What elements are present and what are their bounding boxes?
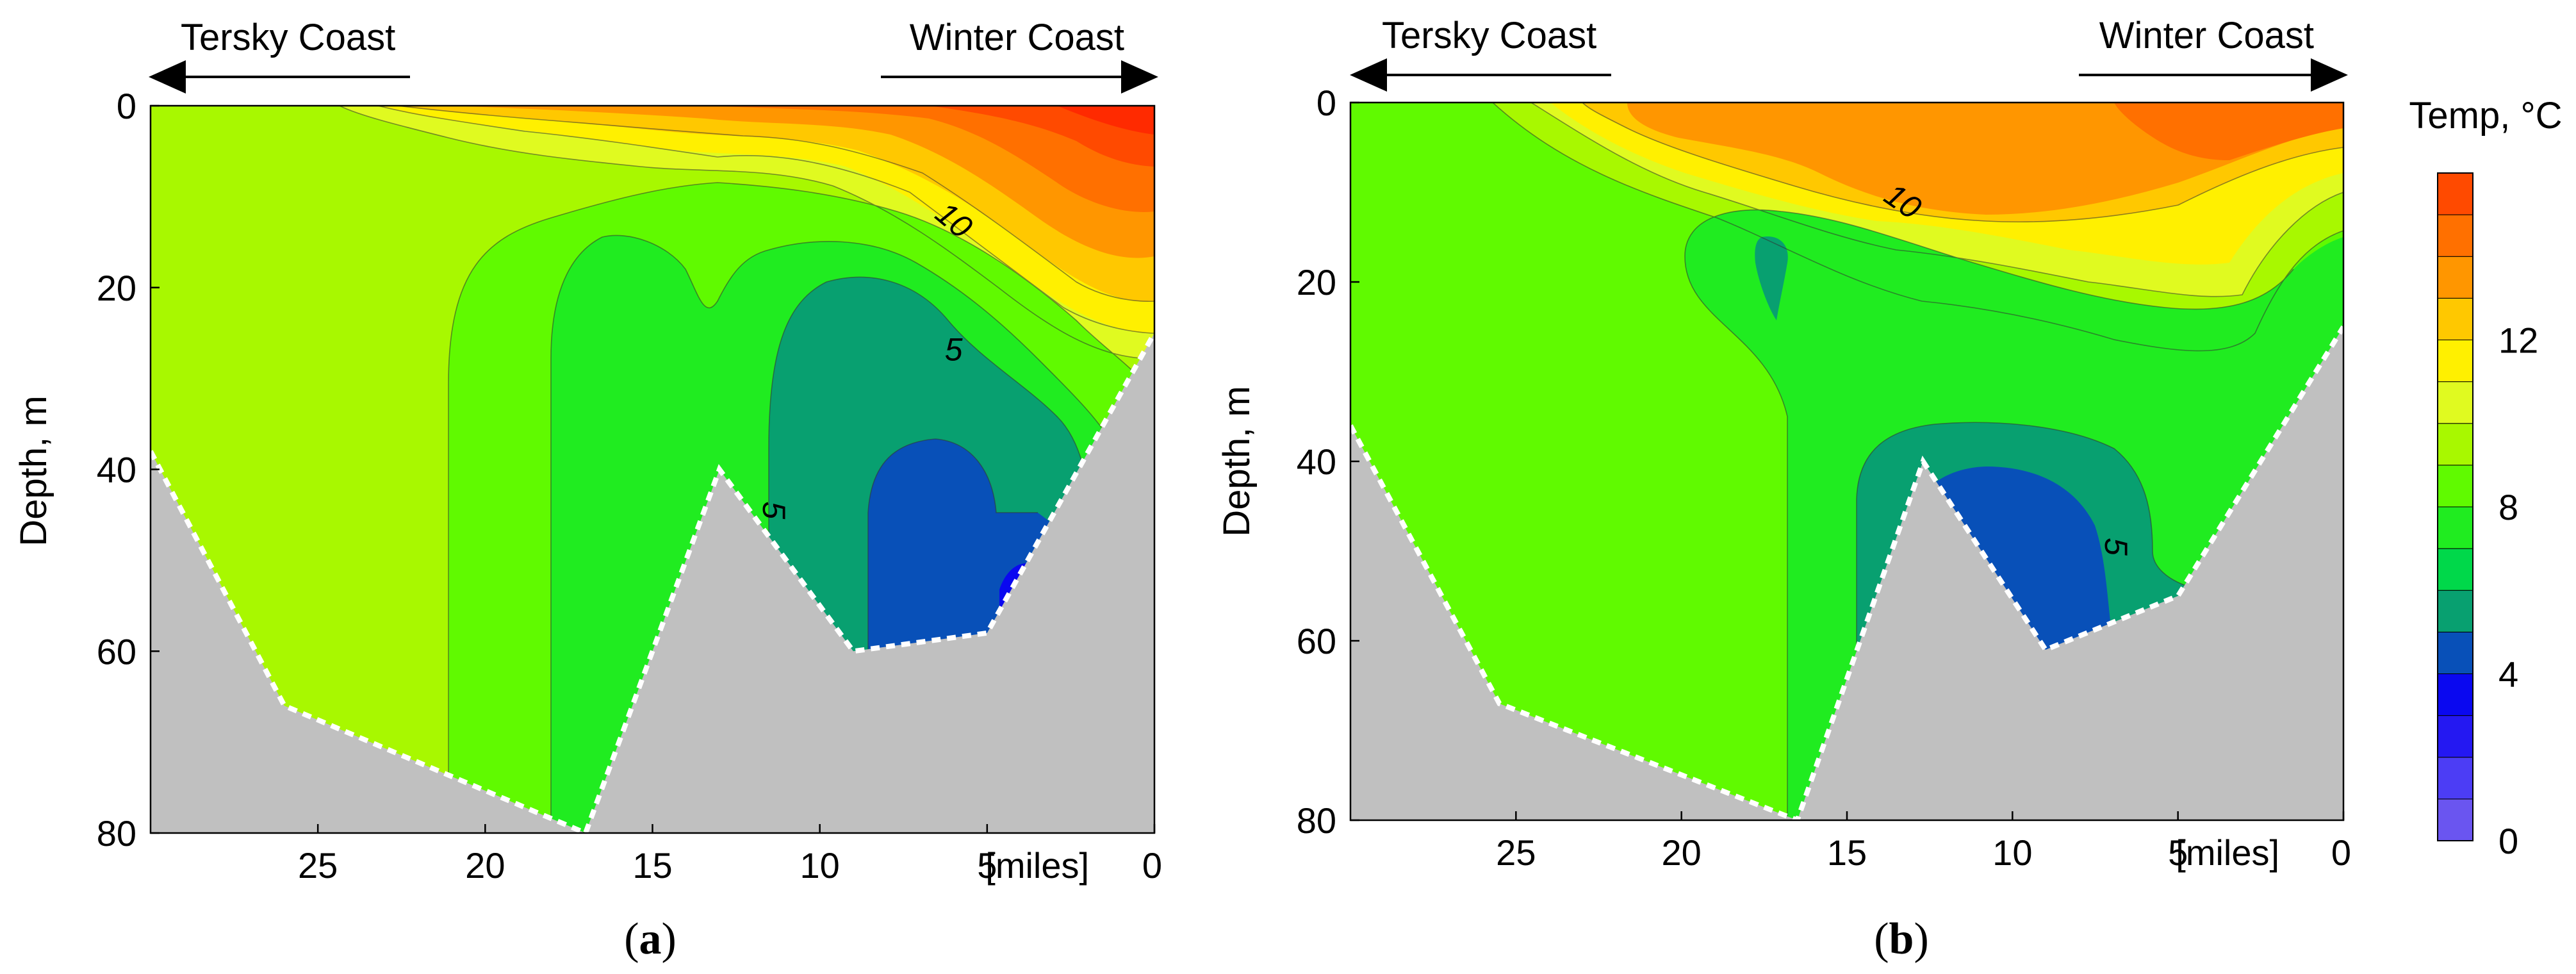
panel-b-y-axis: 0 20 40 60 80 <box>1297 83 1359 841</box>
contour-label: 5 <box>2098 538 2134 556</box>
colorbar: Temp, °C 0 4 8 12 <box>2409 95 2562 861</box>
y-tick-label: 20 <box>1297 262 1336 302</box>
panel-b-bottom-edge <box>1350 325 2343 820</box>
y-tick-label: 80 <box>1297 800 1336 841</box>
x-unit-label: [miles] <box>985 845 1089 886</box>
x-tick-label: 10 <box>800 845 840 886</box>
panel-b-arrow-left-head <box>1350 58 1387 92</box>
panel-a-contours <box>339 106 1154 833</box>
x-tick-label: 10 <box>1992 832 2032 873</box>
colorbar-tick-label: 0 <box>2498 821 2518 861</box>
panel-a-bottom-edge <box>151 331 1154 833</box>
panel-b-arrow-right-label: Winter Coast <box>2099 15 2314 56</box>
panel-b-arrow-left: Tersky Coast <box>1350 15 1611 92</box>
panel-b-plot-area <box>1350 103 2343 820</box>
panel-b-contours <box>1492 103 2343 820</box>
colorbar-band <box>2437 798 2473 841</box>
x-tick-label: 20 <box>1662 832 1702 873</box>
panel-a-arrow-left-label: Tersky Coast <box>181 17 395 58</box>
x-tick-label: 5 <box>2168 832 2188 873</box>
x-tick-label: 20 <box>465 845 505 886</box>
x-tick-label: 0 <box>2331 832 2351 873</box>
colorbar-band <box>2437 172 2473 215</box>
colorbar-band <box>2437 214 2473 257</box>
x-tick-label: 15 <box>632 845 672 886</box>
panel-b-bottom-ground <box>1350 327 2343 820</box>
colorbar-band <box>2437 673 2473 716</box>
colorbar-band <box>2437 631 2473 674</box>
x-tick-label: 15 <box>1827 832 1867 873</box>
colorbar-title: Temp, °C <box>2409 95 2562 136</box>
panel-a-layer-14 <box>1057 106 1154 135</box>
panel-a: 10 5 5 0 20 40 60 80 25 20 15 10 5 0 [miles] Depth, … <box>13 17 1162 964</box>
y-tick-label: 0 <box>1317 83 1336 123</box>
colorbar-band <box>2437 548 2473 591</box>
colorbar-band <box>2437 256 2473 299</box>
colorbar-band <box>2437 381 2473 424</box>
panel-b-layer-5-spot <box>1755 236 1788 320</box>
contour-label: 5 <box>945 331 963 367</box>
panel-b-arrow-left-label: Tersky Coast <box>1382 15 1596 56</box>
colorbar-band <box>2437 423 2473 466</box>
colorbar-band <box>2437 297 2473 340</box>
x-tick-label: 5 <box>977 845 997 886</box>
y-tick-label: 60 <box>97 631 136 672</box>
y-tick-label: 60 <box>1297 621 1336 661</box>
panel-b-label: (b) <box>1874 914 1929 964</box>
panel-a-arrow-right-label: Winter Coast <box>910 17 1124 58</box>
colorbar-tick-label: 12 <box>2498 320 2538 361</box>
x-tick-label: 25 <box>298 845 338 886</box>
panel-a-arrow-left: Tersky Coast <box>149 17 410 94</box>
panel-a-layer-11 <box>448 106 1154 258</box>
panel-b-layer-12 <box>2114 103 2343 160</box>
colorbar-bands <box>2437 172 2473 841</box>
x-tick-label: 0 <box>1142 845 1162 886</box>
panel-a-arrow-right-head <box>1121 60 1158 94</box>
y-tick-label: 80 <box>97 813 136 854</box>
panel-a-x-axis: 25 20 15 10 5 0 [miles] <box>298 824 1162 886</box>
panel-b: 10 5 0 20 40 60 80 25 20 15 10 5 0 [miles] Depth, m… <box>1216 15 2351 964</box>
colorbar-frame <box>2437 172 2473 841</box>
panel-b-x-axis: 25 20 15 10 5 0 [miles] <box>1496 811 2351 873</box>
x-tick-label: 25 <box>1496 832 1536 873</box>
panel-a-bottom-ground <box>151 333 1154 833</box>
panel-b-arrow-right: Winter Coast <box>2079 15 2348 92</box>
panel-b-arrow-right-head <box>2311 58 2348 92</box>
colorbar-band <box>2437 340 2473 383</box>
colorbar-ticks: 0 4 8 12 <box>2498 320 2538 862</box>
y-tick-label: 40 <box>1297 442 1336 482</box>
panel-a-layer-12 <box>705 106 1154 212</box>
x-unit-label: [miles] <box>2176 832 2279 873</box>
panel-a-arrow-left-head <box>149 60 186 94</box>
contour-label: 5 <box>756 501 792 519</box>
colorbar-tick-label: 8 <box>2498 487 2518 527</box>
colorbar-band <box>2437 506 2473 549</box>
colorbar-band <box>2437 465 2473 508</box>
colorbar-band <box>2437 715 2473 758</box>
panel-a-y-axis: 0 20 40 60 80 <box>97 86 160 854</box>
panel-a-arrow-right: Winter Coast <box>881 17 1158 94</box>
y-tick-label: 20 <box>97 268 136 308</box>
panel-a-y-label: Depth, m <box>13 395 54 546</box>
panel-a-label: (a) <box>624 914 677 964</box>
colorbar-band <box>2437 757 2473 800</box>
colorbar-band <box>2437 590 2473 632</box>
panel-b-y-label: Depth, m <box>1216 386 1258 536</box>
y-tick-label: 0 <box>117 86 136 126</box>
panel-a-plot-area <box>151 106 1154 833</box>
colorbar-tick-label: 4 <box>2498 654 2518 695</box>
y-tick-label: 40 <box>97 450 136 490</box>
